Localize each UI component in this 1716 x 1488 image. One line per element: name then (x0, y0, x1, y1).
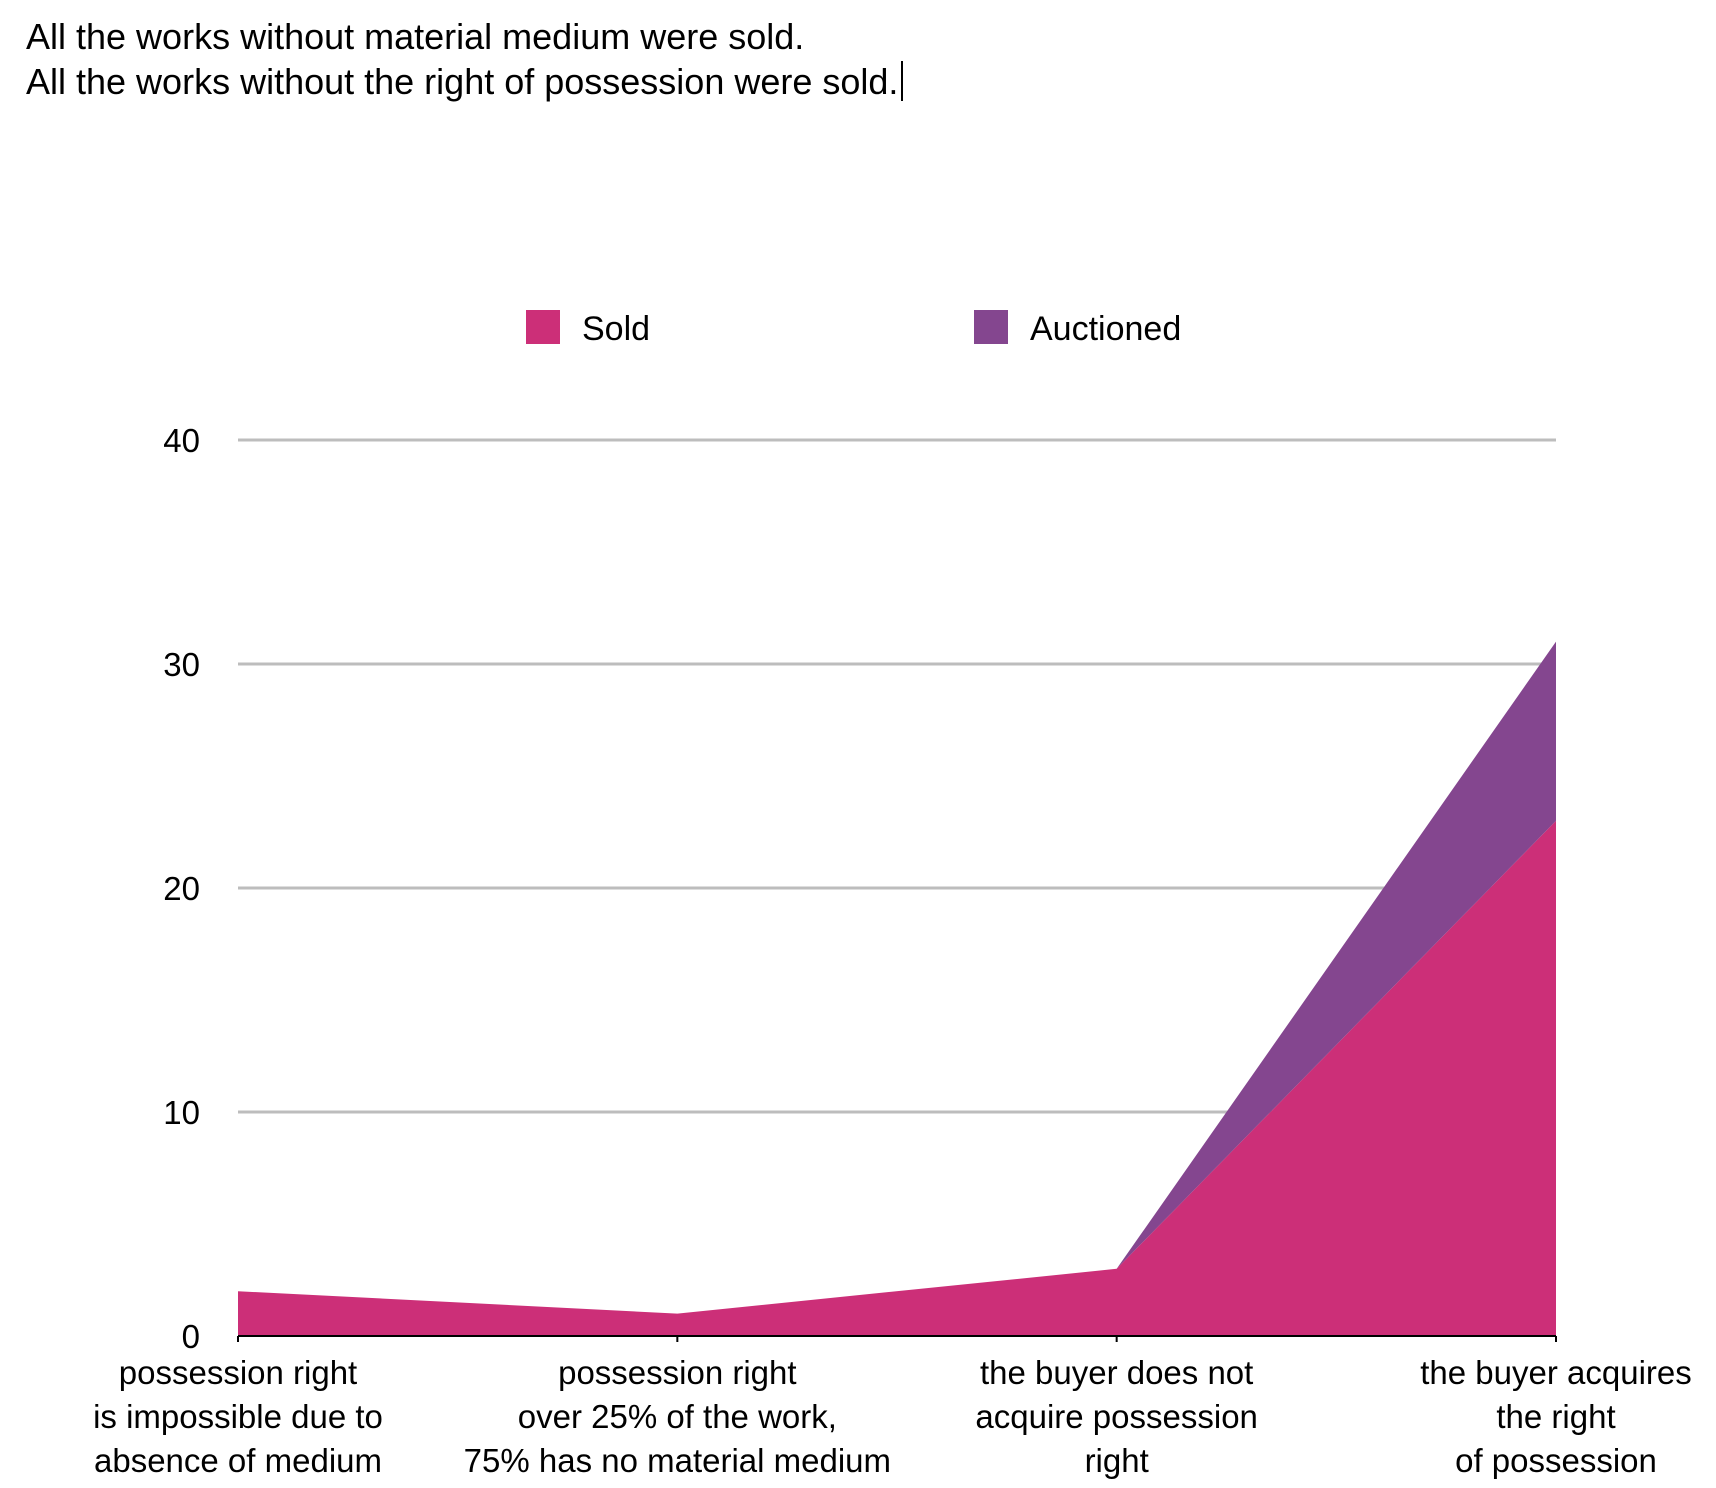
x-category-label-3-line-1: the right (1496, 1398, 1615, 1435)
y-tick-label-30: 30 (163, 646, 200, 683)
x-category-label-1-line-0: possession right (558, 1354, 796, 1391)
x-category-label-3-line-2: of possession (1455, 1442, 1657, 1479)
area-auctioned (238, 641, 1556, 1314)
x-category-label-2-line-2: right (1085, 1442, 1149, 1479)
legend-label-sold: Sold (582, 310, 650, 348)
x-category-label-3-line-0: the buyer acquires (1420, 1354, 1692, 1391)
legend-label-auctioned: Auctioned (1030, 310, 1181, 348)
caption-line-1: All the works without material medium we… (26, 16, 805, 57)
x-category-label-2-line-1: acquire possession (975, 1398, 1258, 1435)
y-tick-label-10: 10 (163, 1094, 200, 1131)
x-category-label-2-line-0: the buyer does not (980, 1354, 1253, 1391)
caption: All the works without material medium we… (26, 14, 904, 104)
y-tick-label-20: 20 (163, 870, 200, 907)
caption-line-2: All the works without the right of posse… (26, 59, 904, 104)
x-category-label-1-line-2: 75% has no material medium (464, 1442, 891, 1479)
caption-line-2-text: All the works without the right of posse… (26, 61, 899, 102)
y-tick-label-0: 0 (182, 1318, 200, 1355)
x-category-label-1-line-1: over 25% of the work, (518, 1398, 837, 1435)
x-category-label-0-line-1: is impossible due to (93, 1398, 383, 1435)
x-category-label-0-line-2: absence of medium (94, 1442, 382, 1479)
y-tick-label-40: 40 (163, 422, 200, 459)
text-cursor (901, 61, 904, 101)
x-category-label-0-line-0: possession right (119, 1354, 357, 1391)
legend-swatch-sold (526, 310, 560, 344)
legend-swatch-auctioned (974, 310, 1008, 344)
area-sold (238, 820, 1556, 1336)
